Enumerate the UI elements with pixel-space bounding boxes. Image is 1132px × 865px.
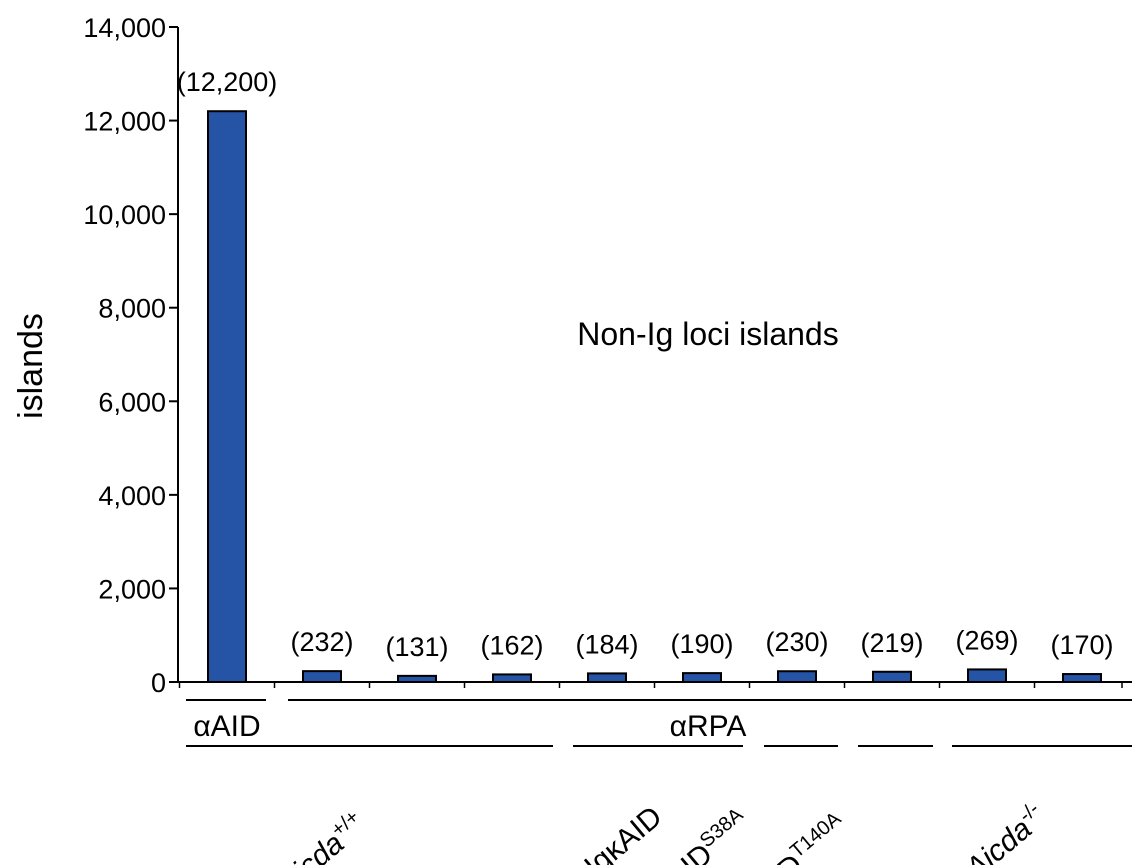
bar [682,672,722,684]
value-label: (131) [385,632,448,662]
y-tick-label: 10,000 [83,200,166,230]
antibody-group-label: αAID [193,710,260,743]
group-annotations: αAID αRPA Aicda+/+ IgκAIDAIDS38AAIDT140A Aic… [186,699,1132,865]
genotype-group-label: AIDT140A [748,807,855,865]
value-label: (162) [480,630,543,660]
value-label: (219) [860,628,923,658]
y-axis: 0 2,000 4,000 6,000 8,000 10,000 12,000 14,000 [83,13,179,698]
bars [207,110,1102,684]
y-tick-label: 4,000 [98,481,166,511]
bar [872,670,912,683]
y-tick-label: 0 [151,668,166,698]
antibody-group-label: αRPA [670,710,747,743]
bar [777,670,817,683]
bar [397,674,437,684]
y-tick-label: 2,000 [98,574,166,604]
y-axis-label: islands [12,313,50,419]
y-tick-label: 14,000 [83,13,166,43]
bar [492,673,532,684]
value-label: (12,200) [177,67,278,97]
value-label: (269) [955,625,1018,655]
y-tick-label: 12,000 [83,107,166,137]
value-label: (184) [575,629,638,659]
y-tick-label: 6,000 [98,387,166,417]
value-label: (190) [670,629,733,659]
bar [207,110,247,683]
bar [1062,673,1102,684]
genotype-group-label: Aicda+/+ [268,806,372,865]
value-labels: (12,200) (232) (131) (162) (184) (190) (230) (2… [177,67,1114,662]
genotype-group-label: Aicda-/- [956,798,1053,865]
chart-annotation: Non-Ig loci islands [577,316,838,352]
value-label: (232) [290,627,353,657]
genotype-group-label: IgκAID [578,800,668,865]
y-tick-label: 8,000 [98,294,166,324]
bar [967,668,1007,684]
bar [302,670,342,683]
value-label: (170) [1050,630,1113,660]
bar [587,672,627,683]
value-label: (230) [765,627,828,657]
